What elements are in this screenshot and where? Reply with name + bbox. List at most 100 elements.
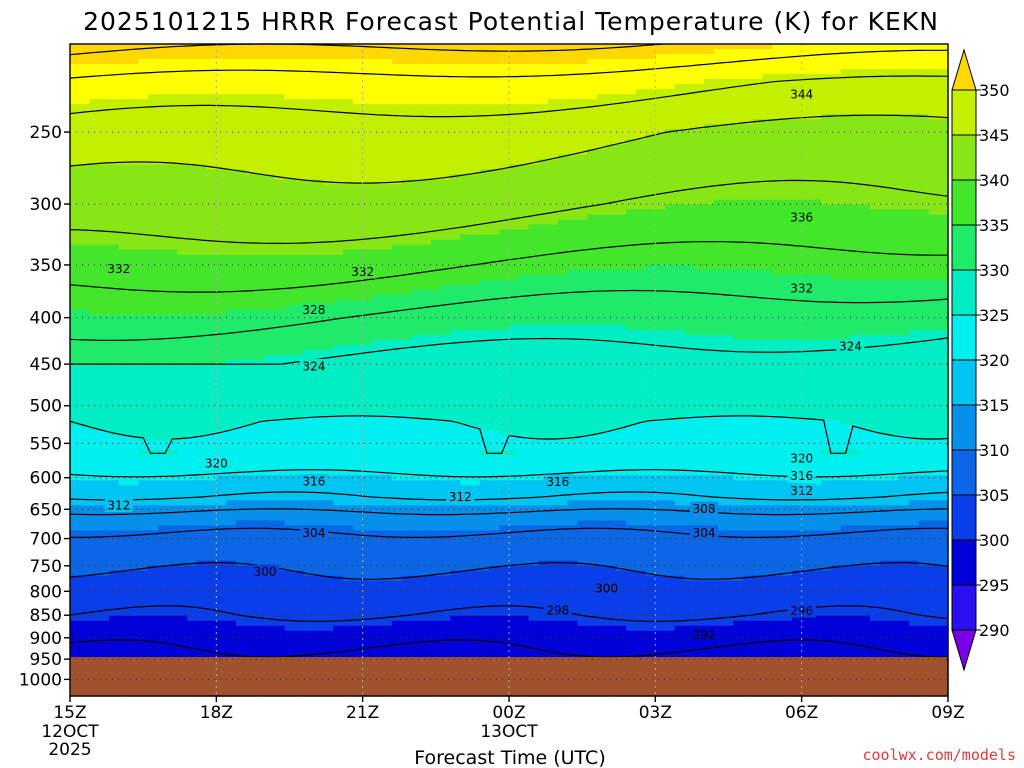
- contour-label: 312: [449, 490, 472, 504]
- axes: 250 300 350 400 450 500 550 600 650 700 750 800 850 9…: [19, 43, 965, 760]
- contour-label-bg: [251, 564, 280, 579]
- contour-label: 324: [839, 340, 862, 354]
- colorbar-swatch: [951, 269, 977, 316]
- y-tick-label: 600: [30, 469, 62, 489]
- x-tick-sublabel: 13OCT: [480, 722, 538, 742]
- contour-label-bg: [592, 580, 621, 595]
- colorbar-label: 330: [979, 261, 1010, 280]
- contour-label-bg: [299, 302, 328, 317]
- x-tick-label: 21Z: [346, 703, 379, 723]
- contour-label-bg: [690, 627, 719, 642]
- colorbar-swatch: [951, 494, 977, 541]
- x-tick-sublabel: 12OCT: [41, 722, 99, 742]
- contour-label: 292: [693, 628, 716, 642]
- colorbar-label: 300: [979, 531, 1010, 550]
- y-tick-label: 850: [30, 606, 62, 626]
- colorbar-label: 320: [979, 351, 1010, 370]
- contour-label: 320: [205, 456, 228, 470]
- contour-label: 296: [790, 604, 813, 618]
- colorbar-swatch: [951, 224, 977, 271]
- colorbar-swatch: [951, 89, 977, 136]
- y-tick-label: 350: [30, 256, 62, 276]
- contour-label-bg: [446, 489, 475, 504]
- colorbar-label: 345: [979, 126, 1010, 145]
- contour-label-bg: [104, 261, 133, 276]
- colorbar-extend-max: [951, 48, 977, 91]
- contour-label-bg: [787, 210, 816, 225]
- colorbar-swatch: [951, 314, 977, 361]
- contour-label-bg: [836, 339, 865, 354]
- contour-label-bg: [690, 501, 719, 516]
- contour-label-bg: [348, 264, 377, 279]
- contour-label: 312: [790, 484, 813, 498]
- colorbar-swatch: [951, 449, 977, 496]
- contour-label: 304: [302, 526, 325, 540]
- colorbar-label: 340: [979, 171, 1010, 190]
- contour-label: 308: [693, 502, 716, 516]
- contour-label: 316: [302, 474, 325, 488]
- colorbar-swatch: [951, 359, 977, 406]
- x-tick-label: 03Z: [639, 703, 672, 723]
- contour-label-bg: [787, 468, 816, 483]
- contour-label-bg: [690, 525, 719, 540]
- contour-label-bg: [104, 498, 133, 513]
- y-tick-label: 950: [30, 650, 62, 670]
- colorbar-label: 325: [979, 306, 1010, 325]
- contour-label: 324: [302, 359, 325, 373]
- y-tick-label: 800: [30, 582, 62, 602]
- colorbar-label: 350: [979, 81, 1010, 100]
- y-tick-label: 1000: [19, 670, 62, 690]
- colorbar-label: 290: [979, 621, 1010, 640]
- y-tick-label: 500: [30, 397, 62, 417]
- contour-label: 344: [790, 87, 813, 101]
- contour-label-bg: [787, 603, 816, 618]
- contour-label-bg: [299, 358, 328, 373]
- colorbar-label: 335: [979, 216, 1010, 235]
- x-axis-label: Forecast Time (UTC): [414, 747, 605, 768]
- y-tick-label: 400: [30, 309, 62, 329]
- temperature-field: [70, 44, 949, 697]
- contour-label-bg: [202, 455, 231, 470]
- colorbar-swatch: [951, 584, 977, 631]
- colorbar-swatch: [951, 134, 977, 181]
- colorbar: 290 295 300 305 310 315 320 325 330 335 340 345 350: [951, 48, 1010, 672]
- contour-label-bg: [787, 483, 816, 498]
- x-tick-label: 15Z: [53, 703, 86, 723]
- colorbar-label: 315: [979, 396, 1010, 415]
- credit-text: coolwx.com/models: [862, 746, 1016, 764]
- y-tick-label: 750: [30, 557, 62, 577]
- colorbar-label: 305: [979, 486, 1010, 505]
- contour-label: 312: [107, 499, 130, 513]
- x-tick-label: 18Z: [200, 703, 233, 723]
- contour-label-bg: [543, 603, 572, 618]
- colorbar-swatch: [951, 179, 977, 226]
- y-tick-label: 550: [30, 434, 62, 454]
- colorbar-extend-min: [951, 629, 977, 672]
- contour-label: 298: [546, 604, 569, 618]
- y-tick-label: 650: [30, 500, 62, 520]
- x-tick-label: 00Z: [492, 703, 525, 723]
- y-tick-label: 700: [30, 530, 62, 550]
- colorbar-swatch: [951, 539, 977, 586]
- x-tick-sublabel: 2025: [48, 740, 91, 760]
- contour-label-bg: [299, 525, 328, 540]
- colorbar-label: 310: [979, 441, 1010, 460]
- y-tick-label: 450: [30, 355, 62, 375]
- contour-label: 332: [107, 262, 130, 276]
- contour-label: 316: [546, 475, 569, 489]
- x-tick-label: 06Z: [785, 703, 818, 723]
- x-tick-label: 09Z: [931, 703, 964, 723]
- colorbar-label: 295: [979, 576, 1010, 595]
- contour-label: 328: [302, 303, 325, 317]
- contour-label: 332: [790, 281, 813, 295]
- contour-label-bg: [299, 473, 328, 488]
- y-tick-label: 250: [30, 123, 62, 143]
- contour-label-bg: [787, 280, 816, 295]
- y-tick-label: 900: [30, 629, 62, 649]
- colorbar-swatch: [951, 404, 977, 451]
- contour-label: 300: [595, 581, 618, 595]
- contour-label: 336: [790, 211, 813, 225]
